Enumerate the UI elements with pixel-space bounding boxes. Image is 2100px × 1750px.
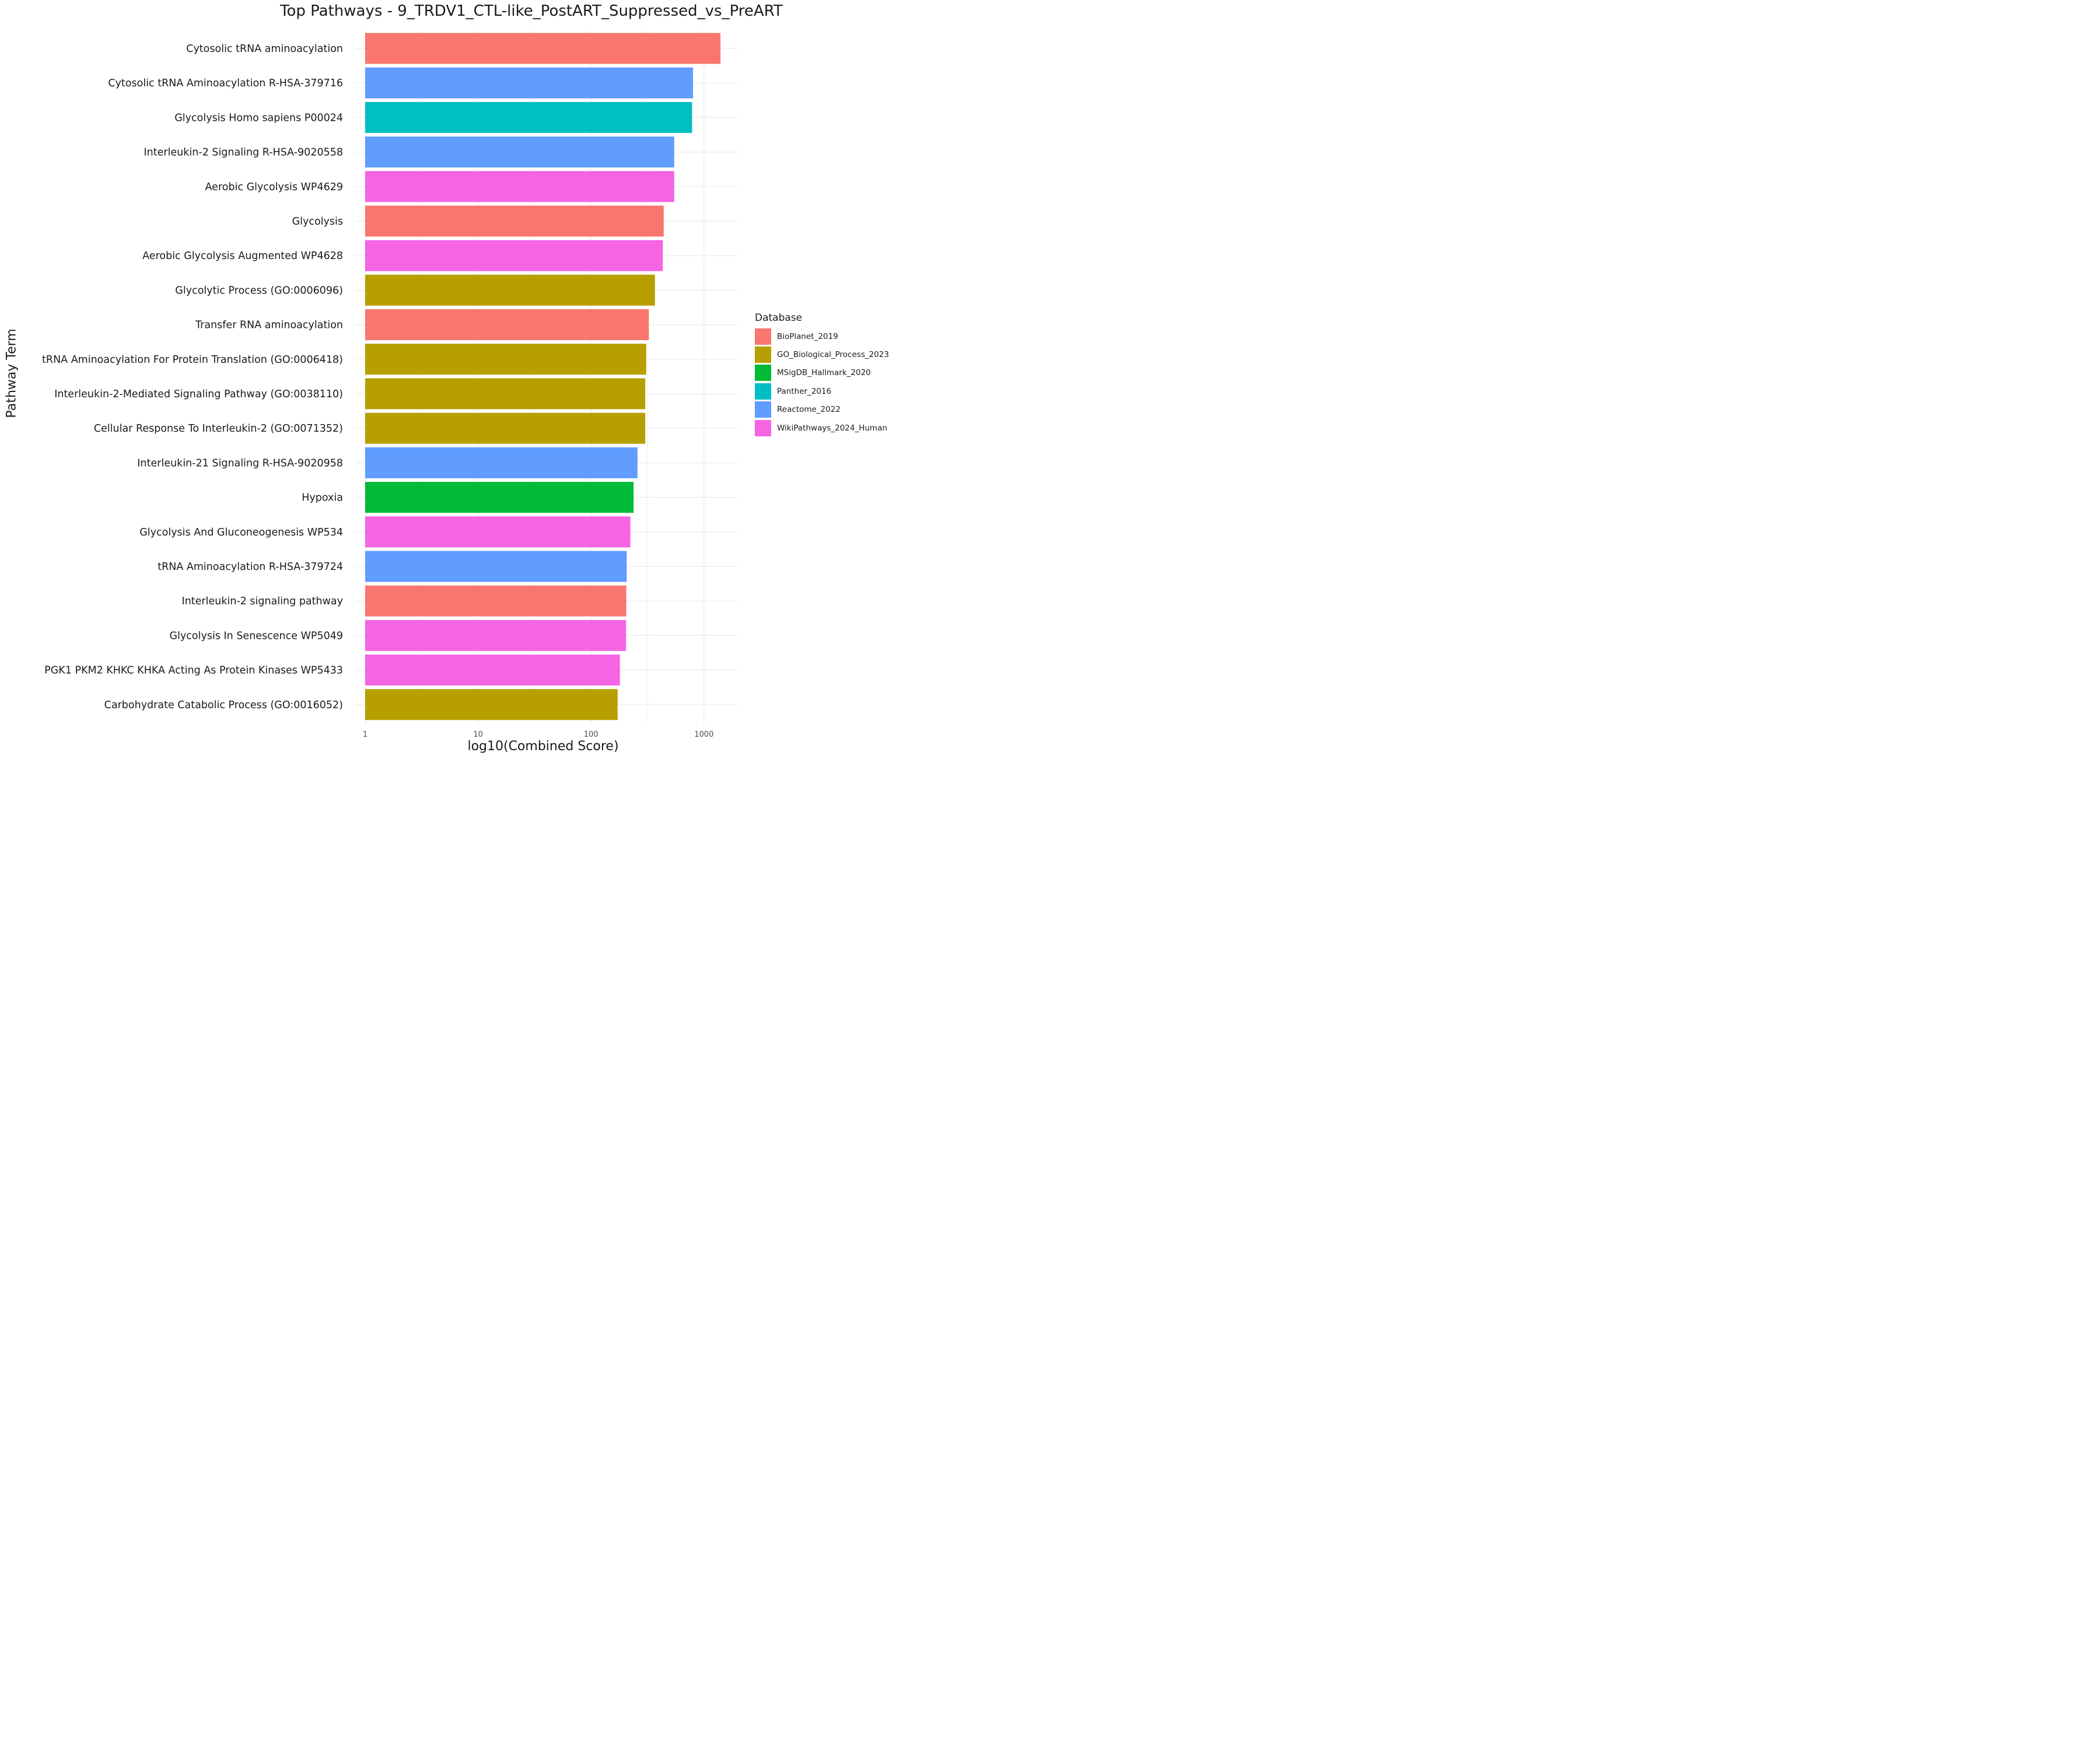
y-tick-label: Aerobic Glycolysis WP4629 (205, 181, 343, 193)
y-tick-label: Interleukin-2 signaling pathway (182, 596, 343, 607)
x-axis-label: log10(Combined Score) (467, 739, 619, 754)
y-tick-label: Interleukin-21 Signaling R-HSA-9020958 (137, 457, 343, 469)
legend-label: Reactome_2022 (777, 405, 841, 415)
legend-swatch (755, 401, 771, 418)
chart-title: Top Pathways - 9_TRDV1_CTL-like_PostART_… (280, 2, 783, 20)
bar (365, 102, 692, 133)
bar (365, 482, 634, 513)
legend-label: BioPlanet_2019 (777, 331, 838, 341)
legend-swatch (755, 365, 771, 382)
bar (365, 344, 646, 375)
x-tick-label: 10 (473, 730, 483, 739)
legend-title: Database (755, 312, 803, 324)
bar (365, 689, 618, 720)
legend-swatch (755, 328, 771, 345)
x-tick-label: 1000 (694, 730, 713, 739)
bar (365, 205, 664, 237)
y-tick-label: Transfer RNA aminoacylation (195, 320, 343, 331)
bar (365, 620, 626, 651)
bar (365, 378, 646, 410)
y-tick-label: tRNA Aminoacylation R-HSA-379724 (158, 561, 343, 573)
y-tick-label: Glycolysis And Gluconeogenesis WP534 (139, 527, 343, 538)
bar-chart: Cytosolic tRNA aminoacylation Cytosolic t… (42, 30, 738, 739)
y-tick-label: Glycolytic Process (GO:0006096) (175, 285, 343, 296)
bar (365, 67, 694, 99)
x-tick-label: 100 (584, 730, 598, 739)
legend-label: Panther_2016 (777, 386, 832, 396)
bar (365, 274, 655, 306)
y-tick-label: Cytosolic tRNA aminoacylation (186, 43, 343, 55)
legend-label: MSigDB_Hallmark_2020 (777, 368, 871, 378)
y-axis-label: Pathway Term (4, 328, 19, 418)
y-tick-label: tRNA Aminoacylation For Protein Translat… (42, 354, 343, 366)
y-tick-label: Glycolysis Homo sapiens P00024 (174, 112, 343, 124)
y-tick-label: Aerobic Glycolysis Augmented WP4628 (142, 250, 343, 262)
y-tick-label: Cellular Response To Interleukin-2 (GO:0… (94, 423, 343, 435)
legend-swatch (755, 419, 771, 436)
legend-swatch (755, 383, 771, 400)
bar (365, 551, 627, 582)
y-tick-label: Glycolysis In Senescence WP5049 (170, 630, 343, 642)
x-tick-label: 1 (363, 730, 368, 739)
bar (365, 412, 646, 444)
y-tick-label: Hypoxia (302, 492, 343, 504)
legend-label: WikiPathways_2024_Human (777, 423, 887, 433)
legend: Database BioPlanet_2019 GO_Biological_Pro… (755, 312, 889, 437)
bar (365, 33, 721, 64)
bar (365, 654, 620, 686)
y-tick-label: Interleukin-2 Signaling R-HSA-9020558 (144, 147, 343, 159)
bar (365, 240, 663, 271)
bar (365, 516, 631, 548)
y-tick-label: Cytosolic tRNA Aminoacylation R-HSA-3797… (108, 78, 343, 89)
bar (365, 447, 638, 478)
y-tick-label: Glycolysis (292, 216, 343, 228)
y-tick-label: Interleukin-2-Mediated Signaling Pathway… (54, 388, 343, 400)
bar (365, 171, 674, 202)
bar (365, 585, 626, 617)
legend-item: Reactome_2022 (755, 401, 889, 419)
y-tick-label: PGK1 PKM2 KHKC KHKA Acting As Protein Ki… (44, 665, 343, 677)
legend-item: MSigDB_Hallmark_2020 (755, 364, 889, 382)
bar (365, 309, 649, 341)
legend-item: GO_Biological_Process_2023 (755, 345, 889, 363)
legend-item: Panther_2016 (755, 382, 889, 400)
y-tick-label: Carbohydrate Catabolic Process (GO:00160… (104, 699, 343, 711)
legend-item: BioPlanet_2019 (755, 327, 889, 345)
bar (365, 136, 674, 168)
legend-label: GO_Biological_Process_2023 (777, 350, 889, 360)
legend-item: WikiPathways_2024_Human (755, 419, 889, 437)
legend-swatch (755, 346, 771, 363)
